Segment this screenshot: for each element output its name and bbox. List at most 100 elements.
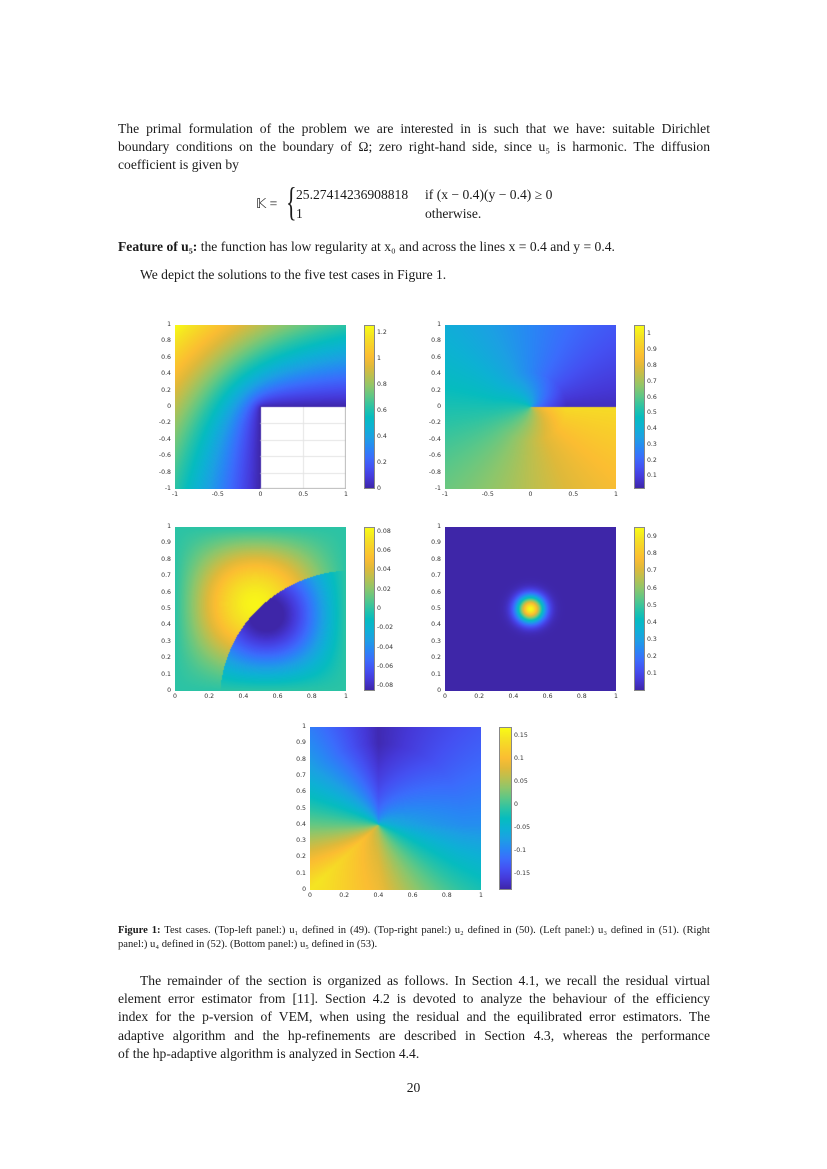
text-line: index for the p-version of VEM, when usi…	[118, 1009, 710, 1025]
y-tick-label: 0.2	[296, 853, 306, 861]
y-tick-label: 0.6	[161, 588, 171, 596]
y-tick-label: 0.2	[431, 386, 441, 394]
x-tick-label: 1	[479, 892, 483, 899]
intro-paragraph: The primal formulation of the problem we…	[118, 120, 710, 175]
colorbar-tick-label: 0.5	[647, 601, 657, 609]
x-tick-label: 0	[258, 491, 263, 498]
heatmap-plot	[445, 527, 616, 691]
y-tick-label: -0.8	[428, 468, 441, 476]
y-tick-label: 0.7	[296, 771, 306, 779]
colorbar-tick-label: 0.1	[647, 472, 657, 480]
y-tick-label: 0.8	[161, 337, 171, 345]
colorbar-tick-label: 0.1	[514, 755, 524, 763]
case1-value: 25.27414236908818	[296, 187, 409, 202]
colorbar-tick-label: 0.6	[377, 406, 387, 414]
caption-text: Test cases. (Top-left panel:) u₁ defined…	[118, 925, 710, 950]
feature-text: the function has low regularity at x₀ an…	[197, 239, 615, 254]
case1-condition: if (x − 0.4)(y − 0.4) ≥ 0	[425, 187, 553, 202]
colorbar-tick-label: -0.02	[377, 624, 394, 632]
colorbar-tick-label: 0.7	[647, 377, 657, 385]
x-tick-label: 0	[173, 693, 177, 700]
x-tick-label: 0.4	[238, 693, 249, 700]
left-brace: {	[286, 179, 297, 224]
heatmap-plot	[310, 727, 481, 890]
colorbar	[364, 325, 375, 489]
y-tick-label: 0	[167, 403, 171, 410]
colorbar	[634, 325, 645, 489]
y-tick-label: 0.5	[161, 605, 171, 612]
y-tick-label: 0.3	[296, 837, 306, 845]
x-tick-label: 0.5	[298, 491, 309, 498]
colorbar-tick-label: 0.5	[647, 409, 657, 417]
y-tick-label: -0.2	[428, 419, 441, 427]
colorbar-tick-label: 0.2	[377, 458, 387, 466]
colorbar-tick-label: 0.3	[647, 635, 657, 643]
text-line: coefficient is given by	[118, 157, 239, 173]
y-tick-label: 1	[167, 523, 171, 530]
y-tick-label: 0.7	[431, 572, 441, 580]
y-tick-label: -1	[164, 485, 171, 492]
text-line: The remainder of the section is organize…	[140, 973, 710, 988]
y-tick-label: -0.4	[158, 435, 171, 443]
x-tick-label: 1	[614, 693, 618, 700]
y-tick-label: 0.9	[431, 539, 441, 547]
y-tick-label: 0.5	[431, 605, 441, 612]
y-tick-label: 1	[437, 523, 441, 530]
y-tick-label: 0.4	[296, 820, 306, 828]
x-tick-label: -0.5	[481, 491, 494, 498]
y-tick-label: 0	[437, 687, 441, 694]
colorbar-tick-label: 0.08	[377, 527, 391, 535]
case2-value: 1	[296, 206, 303, 221]
y-tick-label: 0.6	[296, 788, 306, 796]
colorbar-tick-label: -0.04	[377, 643, 394, 651]
y-tick-label: -1	[434, 485, 441, 492]
y-tick-label: 0.4	[161, 621, 171, 629]
x-tick-label: 0.4	[508, 693, 519, 700]
y-tick-label: 0.2	[431, 654, 441, 662]
x-tick-label: 0.2	[339, 892, 350, 899]
colorbar-tick-label: -0.1	[514, 846, 527, 854]
x-tick-label: 0	[528, 491, 533, 498]
y-tick-label: 1	[302, 723, 306, 730]
colorbar-tick-label: 0.9	[647, 346, 657, 354]
depict-paragraph: We depict the solutions to the five test…	[140, 267, 447, 282]
figure-caption: Figure 1: Test cases. (Top-left panel:) …	[118, 924, 710, 951]
y-tick-label: 0.6	[431, 353, 441, 361]
heatmap-plot	[175, 527, 346, 691]
colorbar-tick-label: 1	[647, 330, 651, 338]
x-tick-label: 0.8	[441, 892, 452, 899]
y-tick-label: 0	[167, 687, 171, 694]
y-tick-label: 0.8	[161, 555, 171, 563]
colorbar-tick-label: 0.06	[377, 547, 391, 555]
text-line: The primal formulation of the problem we…	[118, 121, 710, 136]
y-tick-label: 0.9	[296, 739, 306, 747]
feature-label: Feature of u₅:	[118, 239, 198, 254]
x-tick-label: 0	[443, 693, 447, 700]
colorbar-tick-label: 0	[377, 605, 381, 612]
colorbar-tick-label: 0.8	[647, 550, 657, 558]
x-tick-label: 0.4	[373, 892, 384, 899]
y-tick-label: 1	[437, 321, 441, 328]
x-tick-label: 0.6	[542, 693, 553, 700]
colorbar-tick-label: 1.2	[377, 328, 387, 336]
feature-paragraph: Feature of u₅: the function has low regu…	[118, 238, 710, 256]
colorbar-tick-label: -0.08	[377, 682, 394, 690]
colorbar-tick-label: 0.9	[647, 533, 657, 541]
y-tick-label: 1	[167, 321, 171, 328]
x-tick-label: 0.2	[204, 693, 215, 700]
colorbar	[499, 727, 512, 890]
colorbar-tick-label: 0	[514, 801, 518, 809]
x-tick-label: 1	[344, 693, 348, 700]
y-tick-label: 0.6	[431, 588, 441, 596]
case2-condition: otherwise.	[425, 206, 482, 221]
y-tick-label: 0.4	[431, 621, 441, 629]
y-tick-label: 0.1	[161, 670, 171, 678]
colorbar-tick-label: 0.2	[647, 652, 657, 660]
text-line: element error estimator from [11]. Secti…	[118, 991, 710, 1007]
y-tick-label: -0.2	[158, 419, 171, 427]
remainder-paragraph: The remainder of the section is organize…	[118, 972, 710, 1063]
colorbar-tick-label: 1	[377, 354, 381, 362]
equation-lhs: 𝕂 =	[256, 196, 278, 211]
colorbar-tick-label: -0.06	[377, 662, 394, 670]
x-tick-label: -0.5	[211, 491, 224, 498]
